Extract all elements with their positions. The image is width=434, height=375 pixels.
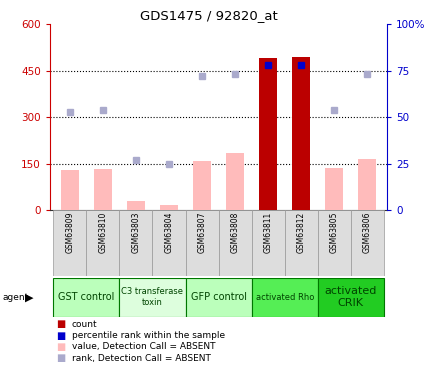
Bar — [53, 278, 119, 317]
Bar — [325, 168, 342, 210]
Bar — [358, 159, 375, 210]
Text: ■: ■ — [56, 342, 66, 352]
Text: GSM63806: GSM63806 — [362, 212, 371, 254]
Text: value, Detection Call = ABSENT: value, Detection Call = ABSENT — [72, 342, 215, 351]
Text: ■: ■ — [56, 320, 66, 329]
Text: activated
CRIK: activated CRIK — [324, 286, 376, 308]
Text: GST control: GST control — [58, 292, 114, 302]
Text: percentile rank within the sample: percentile rank within the sample — [72, 331, 224, 340]
Text: GSM63809: GSM63809 — [65, 212, 74, 254]
Text: GSM63805: GSM63805 — [329, 212, 338, 254]
Bar — [119, 210, 152, 276]
Bar — [86, 210, 119, 276]
Bar — [251, 278, 317, 317]
Bar — [185, 210, 218, 276]
Text: GSM63808: GSM63808 — [230, 212, 239, 254]
Text: activated Rho: activated Rho — [255, 292, 313, 302]
Text: GSM63812: GSM63812 — [296, 212, 305, 253]
Text: GSM63811: GSM63811 — [263, 212, 272, 253]
Bar — [53, 210, 86, 276]
Bar — [350, 210, 383, 276]
Bar — [94, 169, 112, 210]
Bar — [127, 201, 145, 210]
Bar — [259, 58, 276, 210]
Text: ■: ■ — [56, 331, 66, 340]
Text: GFP control: GFP control — [190, 292, 246, 302]
Bar — [292, 57, 309, 210]
Text: GSM63810: GSM63810 — [98, 212, 107, 254]
Text: agent: agent — [2, 292, 28, 302]
Text: C3 transferase
toxin: C3 transferase toxin — [121, 288, 183, 307]
Bar — [185, 278, 251, 317]
Text: ▶: ▶ — [25, 292, 34, 302]
Bar — [226, 153, 243, 210]
Bar — [284, 210, 317, 276]
Bar — [317, 210, 350, 276]
Text: count: count — [72, 320, 97, 329]
Bar — [251, 210, 284, 276]
Text: GSM63804: GSM63804 — [164, 212, 173, 254]
Bar — [193, 160, 210, 210]
Bar — [61, 170, 79, 210]
Text: rank, Detection Call = ABSENT: rank, Detection Call = ABSENT — [72, 354, 210, 363]
Text: GSM63807: GSM63807 — [197, 212, 206, 254]
Bar — [317, 278, 383, 317]
Text: ■: ■ — [56, 353, 66, 363]
Bar — [119, 278, 185, 317]
Bar — [160, 206, 178, 210]
Bar — [152, 210, 185, 276]
Text: GDS1475 / 92820_at: GDS1475 / 92820_at — [140, 9, 277, 22]
Text: GSM63803: GSM63803 — [131, 212, 140, 254]
Bar — [218, 210, 251, 276]
